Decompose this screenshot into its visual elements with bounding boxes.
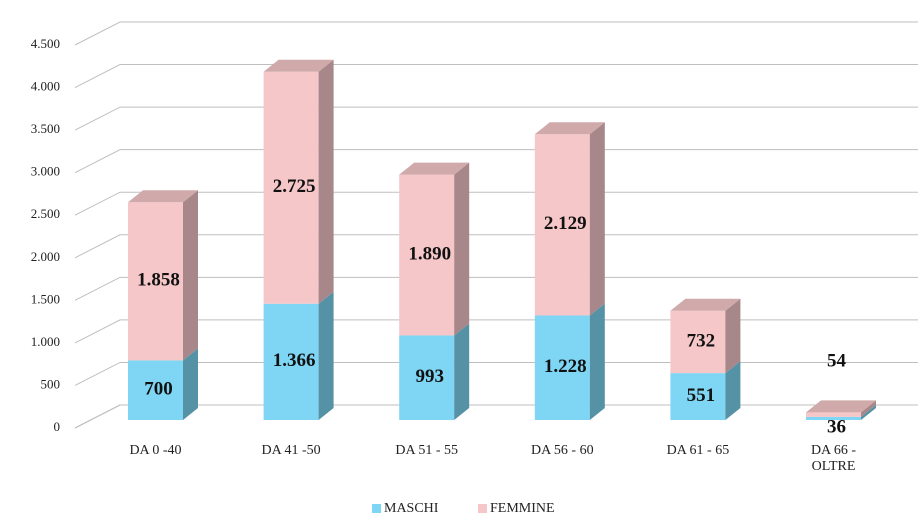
bar-front xyxy=(128,202,183,361)
bar-front xyxy=(534,134,590,316)
bar-side xyxy=(318,291,334,420)
data-label: 1.890 xyxy=(408,243,451,264)
grid-line xyxy=(74,234,918,259)
x-tick-label: DA 41 -50 xyxy=(261,443,321,458)
y-tick-label: 3.500 xyxy=(31,121,60,136)
bar-side xyxy=(318,59,334,304)
data-label: 1.858 xyxy=(137,270,180,291)
bar-front xyxy=(128,360,183,420)
y-tick-label: 3.000 xyxy=(31,164,60,179)
y-tick-label: 1.500 xyxy=(31,291,60,306)
data-label: 551 xyxy=(687,385,716,406)
grid-line xyxy=(74,361,918,386)
grid-line xyxy=(74,404,918,429)
bar-top xyxy=(128,190,198,203)
legend-swatch xyxy=(372,504,381,513)
y-tick-label: 1.000 xyxy=(31,334,60,349)
bar-side xyxy=(725,361,741,420)
bar-front xyxy=(263,303,319,420)
bar-front xyxy=(399,174,455,336)
data-label: 1.228 xyxy=(544,356,587,377)
bar-top xyxy=(806,400,876,413)
grid-line xyxy=(74,106,918,131)
bar-front xyxy=(670,373,726,420)
bar-top xyxy=(263,59,334,72)
x-tick-label: DA 51 - 55 xyxy=(395,443,458,458)
data-label: 36 xyxy=(827,416,846,437)
bar-front xyxy=(806,412,861,417)
grid-line xyxy=(74,64,918,89)
y-tick-label: 2.500 xyxy=(31,206,60,221)
bar-top xyxy=(534,122,605,135)
data-label: 732 xyxy=(687,330,716,351)
floor-line xyxy=(74,404,121,429)
bar-side xyxy=(861,404,876,420)
grid-line xyxy=(74,319,918,344)
bar-front xyxy=(263,71,319,304)
bar-front xyxy=(399,335,455,420)
x-tick-label: DA 66 - OLTRE xyxy=(810,443,857,474)
bar-front xyxy=(534,315,590,420)
legend-swatch xyxy=(478,504,487,513)
x-tick-label: DA 56 - 60 xyxy=(530,443,594,458)
bar-front xyxy=(670,310,726,374)
bar-side xyxy=(454,323,470,420)
data-label: 700 xyxy=(144,379,173,400)
bar-side xyxy=(589,303,605,420)
grid-line xyxy=(74,191,918,216)
y-tick-label: 4.500 xyxy=(31,36,60,51)
y-tick-label: 500 xyxy=(41,376,61,391)
x-tick-label: DA 61 - 65 xyxy=(666,443,730,458)
legend-label: MASCHI xyxy=(384,501,439,516)
bar-side xyxy=(725,298,741,374)
grid-line xyxy=(74,149,918,174)
grid-line xyxy=(74,21,918,46)
data-label: 54 xyxy=(827,350,847,371)
bar-front xyxy=(806,416,861,420)
bar-top xyxy=(670,298,741,311)
bar-side xyxy=(589,122,605,316)
bar-side xyxy=(183,190,198,361)
bar-side xyxy=(454,162,470,336)
bar-top xyxy=(399,162,470,175)
x-tick-label: DA 0 -40 xyxy=(129,443,182,458)
bar-side xyxy=(861,400,876,417)
y-tick-label: 4.000 xyxy=(31,79,60,94)
y-tick-label: 2.000 xyxy=(31,249,60,264)
bar-side xyxy=(183,348,198,420)
data-label: 1.366 xyxy=(273,350,316,371)
y-tick-label: 0 xyxy=(54,419,61,434)
data-label: 993 xyxy=(415,366,444,387)
data-label: 2.725 xyxy=(273,176,316,197)
legend-label: FEMMINE xyxy=(490,501,555,516)
grid-line xyxy=(74,276,918,301)
data-label: 2.129 xyxy=(544,213,587,234)
